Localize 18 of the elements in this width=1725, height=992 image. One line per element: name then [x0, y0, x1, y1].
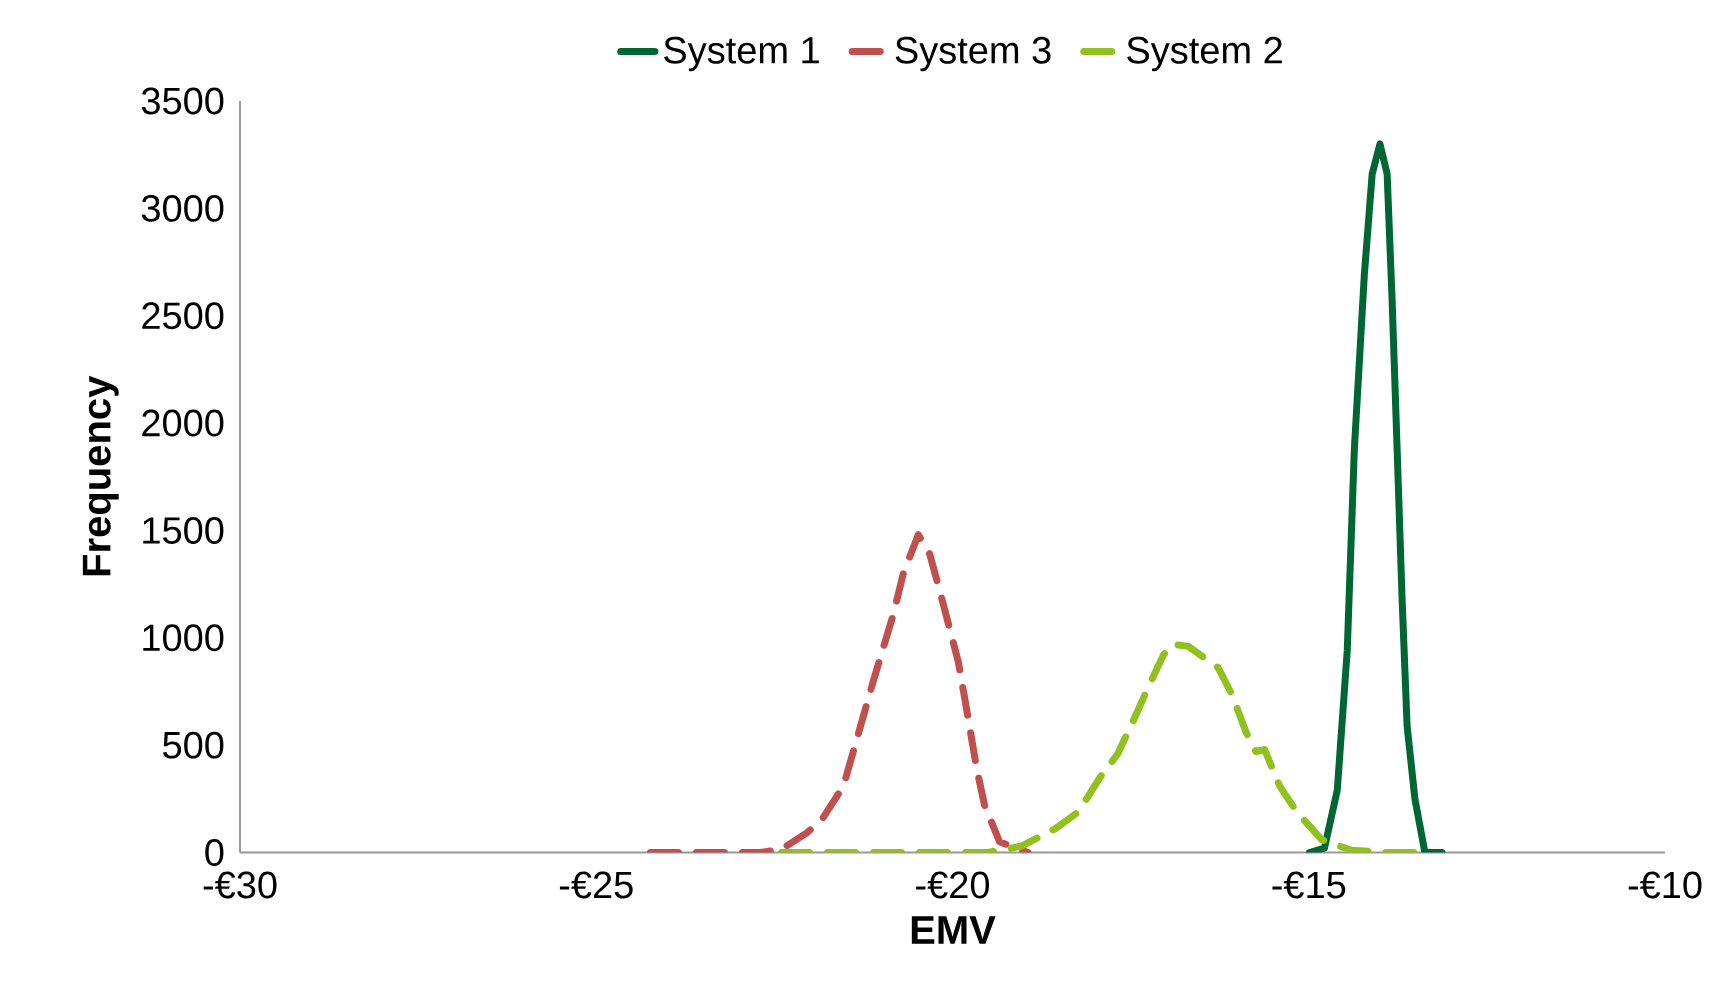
x-axis-title: EMV [911, 916, 996, 944]
legend-label: System 1 [664, 36, 819, 72]
x-tick-label: -€20 [916, 871, 990, 899]
x-tick-label: -€30 [203, 871, 277, 899]
y-tick-label: 1500 [143, 516, 224, 544]
y-tick-label: 2500 [142, 302, 224, 330]
y-axis-title: Frequency [82, 375, 119, 576]
y-tick-label: 2000 [142, 409, 224, 437]
y-tick-label: 0 [205, 839, 224, 866]
x-tick-label: -€10 [1628, 871, 1702, 899]
x-tick-label: -€25 [559, 871, 633, 899]
y-tick-label: 3000 [141, 194, 224, 222]
y-tick-label: 3500 [141, 87, 224, 115]
y-tick-label: 1000 [143, 624, 224, 652]
y-tick-label: 500 [163, 731, 224, 759]
legend-label: System 3 [895, 36, 1051, 72]
legend-label: System 2 [1127, 36, 1282, 72]
x-tick-label: -€15 [1272, 871, 1346, 899]
